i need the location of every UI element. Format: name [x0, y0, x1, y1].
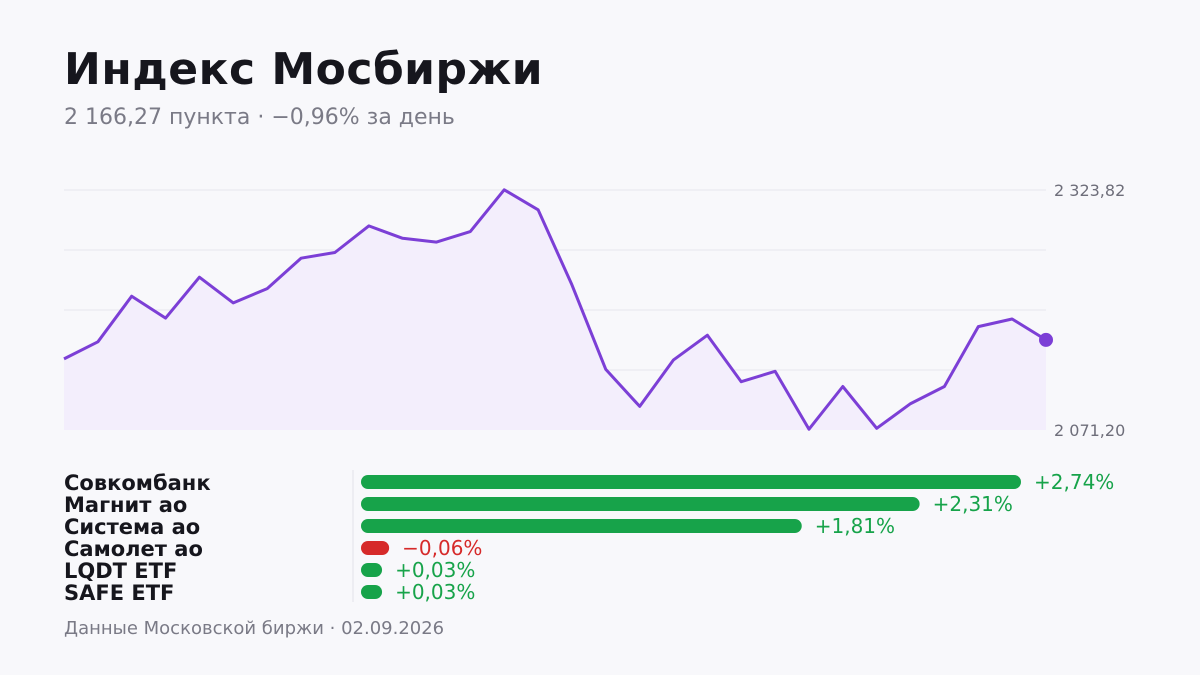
bar-category-label: SAFE ETF [64, 581, 174, 605]
y-tick-label: 2 323,82 [1054, 181, 1125, 200]
y-tick-label: 2 071,20 [1054, 421, 1125, 440]
bar-data-label: −0,06% [402, 536, 482, 560]
bar-category-label: LQDT ETF [64, 559, 177, 583]
page-subtitle: 2 166,27 пункта · −0,96% за день [64, 105, 455, 130]
bar-category-label: Система ао [64, 515, 200, 539]
bar-data-label: +1,81% [815, 514, 895, 538]
page-title: Индекс Мосбиржи [64, 44, 544, 95]
bar-category-label: Совкомбанк [64, 471, 211, 495]
bar-data-label: +2,31% [933, 492, 1013, 516]
bar-category-label: Магнит ао [64, 493, 187, 517]
bar-data-label: +2,74% [1034, 470, 1114, 494]
index-line [63, 188, 1047, 431]
bar-data-label: +0,03% [395, 558, 475, 582]
bar-category-label: Самолет ао [64, 537, 203, 561]
index-area-fill [64, 189, 1046, 430]
footer-source: Данные Московской биржи · 02.09.2026 [64, 618, 445, 639]
bar-data-label: +0,03% [395, 580, 475, 604]
last-value-marker [1039, 332, 1053, 347]
